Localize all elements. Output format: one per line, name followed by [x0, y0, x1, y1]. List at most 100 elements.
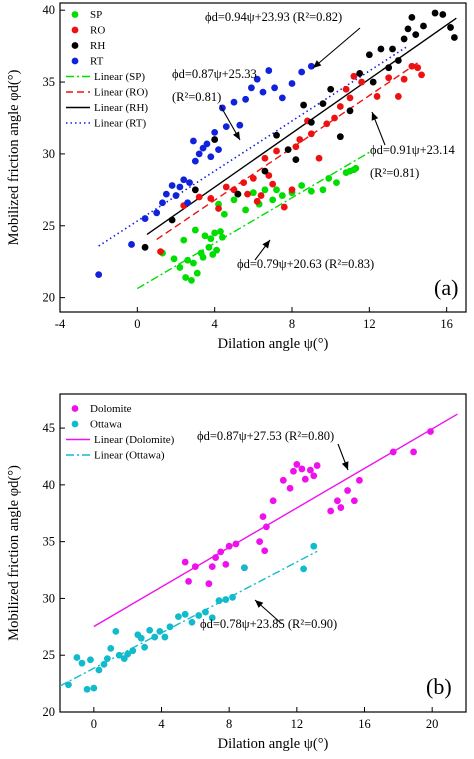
data-point: [176, 264, 184, 271]
data-point: [244, 190, 251, 198]
data-point: [389, 448, 397, 456]
data-point: [377, 45, 385, 53]
data-point: [170, 255, 178, 263]
data-point: [195, 193, 203, 201]
legend-label: Dolomite: [90, 403, 132, 415]
x-tick-label: 16: [440, 317, 453, 331]
data-point: [215, 597, 223, 605]
data-point: [225, 542, 233, 550]
data-point: [190, 137, 197, 145]
data-point: [356, 70, 364, 77]
data-point: [451, 34, 458, 41]
data-point: [410, 448, 417, 456]
data-point: [222, 596, 230, 603]
data-point: [389, 45, 396, 53]
data-point: [208, 563, 216, 571]
data-point: [259, 88, 267, 96]
data-point: [342, 85, 350, 93]
data-point: [350, 72, 358, 80]
data-point: [288, 186, 296, 194]
data-point: [107, 645, 115, 652]
y-tick-label: 20: [43, 291, 56, 305]
annotation-arrow-head: [341, 461, 349, 470]
data-point: [336, 103, 344, 110]
data-point: [293, 461, 301, 468]
data-point: [217, 548, 225, 556]
data-point: [229, 593, 236, 601]
x-tick-label: 4: [158, 717, 165, 731]
data-point: [236, 121, 244, 129]
annotation-arrow-head: [371, 112, 379, 121]
data-point: [230, 98, 238, 106]
data-point: [87, 656, 94, 664]
legend-label: RO: [90, 25, 105, 37]
data-point: [336, 133, 344, 141]
data-point: [234, 190, 242, 198]
y-axis-label: Mobilized friction angle φd(°): [6, 70, 22, 246]
data-point: [207, 153, 215, 161]
data-point: [307, 187, 315, 195]
data-point: [280, 203, 288, 211]
data-point: [191, 226, 199, 234]
data-point: [195, 612, 203, 619]
data-point: [400, 35, 408, 43]
annotation-arrow-head: [313, 60, 322, 68]
data-point: [78, 659, 86, 667]
data-point: [217, 228, 224, 235]
equation-annotation: ϕd=0.87ψ+27.53 (R²=0.80): [197, 429, 334, 443]
data-point: [202, 608, 209, 616]
data-point: [292, 156, 300, 164]
data-point: [319, 186, 327, 194]
data-point: [301, 475, 309, 483]
data-point: [265, 67, 273, 74]
data-point: [190, 259, 197, 267]
equation-annotation: ϕd=0.91ψ+23.14: [370, 143, 456, 157]
y-tick-label: 35: [43, 535, 56, 549]
data-point: [219, 233, 226, 241]
data-point: [112, 627, 120, 635]
data-point: [141, 643, 148, 651]
legend-label: Linear (Ottawa): [94, 450, 165, 462]
data-point: [222, 123, 230, 130]
data-point: [273, 147, 280, 155]
data-point: [346, 94, 354, 102]
data-point: [327, 507, 335, 515]
equation-annotation: (R²=0.81): [172, 90, 221, 104]
data-point: [298, 465, 306, 473]
annotation-arrow-head: [232, 131, 240, 140]
data-point: [203, 140, 211, 148]
data-point: [261, 154, 269, 162]
legend-label: RT: [90, 56, 104, 68]
data-point: [439, 11, 447, 18]
data-point: [414, 64, 422, 72]
x-tick-label: 0: [91, 717, 97, 731]
plot-area: [60, 413, 458, 693]
data-point: [193, 269, 201, 277]
data-point: [156, 627, 164, 635]
data-point: [253, 75, 261, 83]
x-axis-label: Dilation angle ψ(°): [218, 336, 329, 352]
data-point: [408, 13, 416, 21]
y-tick-label: 40: [43, 3, 56, 17]
panel-label: (b): [426, 674, 452, 699]
data-point: [394, 93, 402, 100]
data-point: [207, 195, 215, 202]
annotation-arrow-head: [262, 240, 270, 249]
x-tick-label: 12: [291, 717, 304, 731]
annotation-arrow-shaft: [312, 27, 361, 69]
data-point: [278, 94, 286, 102]
data-point: [184, 199, 192, 207]
data-point: [307, 62, 315, 70]
y-tick-label: 20: [43, 705, 56, 719]
data-point: [249, 189, 257, 197]
data-point: [242, 206, 250, 214]
data-point: [310, 542, 318, 550]
data-point: [350, 497, 358, 505]
data-point: [175, 613, 182, 620]
data-point: [315, 154, 323, 162]
data-point: [103, 655, 111, 663]
data-point: [310, 472, 318, 480]
data-point: [182, 274, 190, 281]
x-tick-label: 20: [426, 717, 439, 731]
